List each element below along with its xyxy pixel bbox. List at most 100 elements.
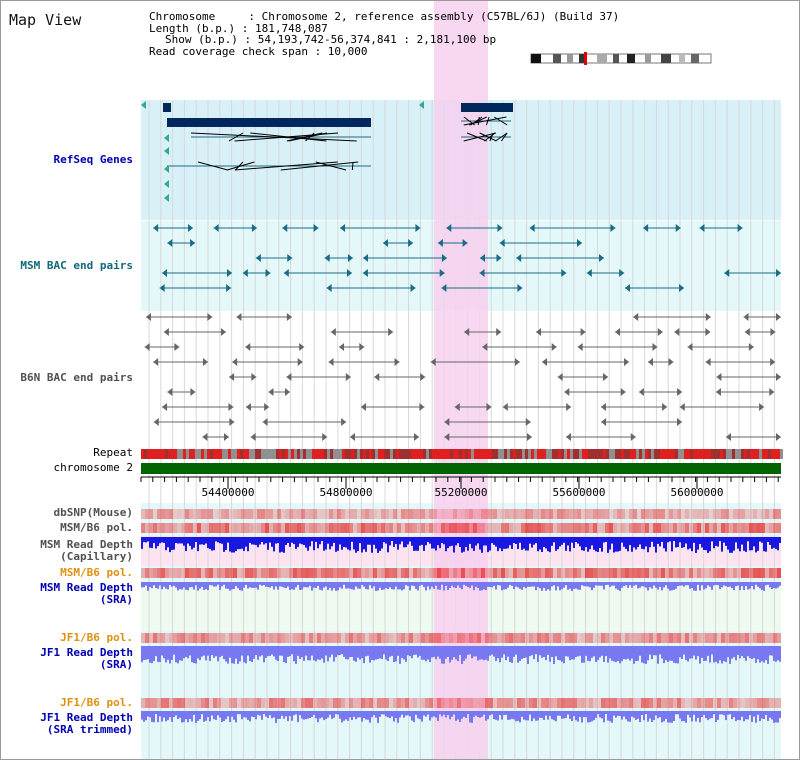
polymorphism-cell [725, 633, 729, 643]
read-depth-bar [607, 537, 609, 553]
read-depth-bar [423, 537, 425, 551]
read-depth-bar [665, 537, 667, 552]
b6n-bac-pair-end [668, 358, 674, 366]
read-depth-bar [485, 582, 487, 591]
read-depth-bar [163, 711, 165, 718]
track-label-msm-b6-pol-2[interactable]: MSM/B6 pol. [60, 566, 133, 579]
read-depth-bar [461, 711, 463, 719]
polymorphism-cell [261, 633, 265, 643]
read-depth-bar [443, 582, 445, 591]
chromosome-line: Chromosome : Chromosome 2, reference ass… [149, 10, 620, 23]
read-depth-bar [675, 711, 677, 715]
polymorphism-cell [473, 698, 477, 708]
b6n-bac-pair-end [676, 418, 682, 426]
read-depth-bar [297, 537, 299, 547]
msm-bac-pair-end [255, 254, 261, 262]
polymorphism-cell [285, 509, 289, 519]
polymorphism-cell [165, 509, 169, 519]
polymorphism-cell [249, 509, 253, 519]
polymorphism-cell [157, 698, 161, 708]
read-depth-bar [617, 711, 619, 716]
repeat-segment [669, 449, 672, 459]
polymorphism-cell [185, 568, 189, 578]
read-depth-bar [575, 711, 577, 721]
read-depth-bar [183, 711, 185, 722]
polymorphism-cell [165, 698, 169, 708]
track-label-msm-b6-pol-1[interactable]: MSM/B6 pol. [60, 521, 133, 534]
read-depth-bar [663, 711, 665, 722]
polymorphism-cell [197, 698, 201, 708]
read-depth-bar [297, 711, 299, 723]
polymorphism-cell [593, 568, 597, 578]
polymorphism-cell [777, 698, 781, 708]
track-label-jf1-b6-pol-2[interactable]: JF1/B6 pol. [60, 696, 133, 709]
read-depth-bar [719, 646, 721, 661]
b6n-bac-pair-end [743, 313, 749, 321]
read-depth-bar [473, 646, 475, 657]
track-label-jf1-read-depth-trimmed[interactable]: JF1 Read Depth (SRA trimmed) [40, 711, 133, 736]
track-label-chromosome[interactable]: chromosome 2 [53, 461, 133, 474]
track-label-msm-bac-end-pairs[interactable]: MSM BAC end pairs [20, 259, 133, 272]
read-depth-bar [599, 582, 601, 586]
read-depth-bar [645, 537, 647, 547]
read-depth-bar [559, 646, 561, 661]
repeat-segment [390, 449, 393, 459]
b6n-bac-pair-end [580, 328, 586, 336]
read-depth-bar [635, 582, 637, 585]
read-depth-bar [541, 537, 543, 552]
read-depth-bar [627, 537, 629, 552]
b6n-bac-pair-end [464, 328, 470, 336]
read-depth-bar [671, 646, 673, 661]
track-label-msm-read-depth-sra[interactable]: MSM Read Depth (SRA) [40, 581, 133, 606]
read-depth-bar [687, 582, 689, 586]
read-depth-bar [325, 537, 327, 550]
read-depth-bar [393, 646, 395, 662]
polymorphism-cell [549, 523, 553, 533]
read-depth-bar [199, 646, 201, 661]
track-label-refseq-genes[interactable]: RefSeq Genes [53, 153, 133, 166]
read-depth-bar [459, 537, 461, 547]
polymorphism-cell [169, 509, 173, 519]
track-label-msm-read-depth-capillary[interactable]: MSM Read Depth (Capillary) [40, 538, 133, 563]
repeat-segment [729, 449, 732, 459]
polymorphism-cell [421, 698, 425, 708]
track-label-b6n-bac-end-pairs[interactable]: B6N BAC end pairs [20, 371, 133, 384]
read-depth-bar [551, 537, 553, 546]
track-label-repeat[interactable]: Repeat [93, 446, 133, 459]
polymorphism-cell [217, 509, 221, 519]
repeat-segment [207, 449, 210, 459]
read-depth-bar [493, 582, 495, 586]
polymorphism-cell [497, 633, 501, 643]
b6n-bac-pair-end [564, 388, 570, 396]
polymorphism-cell [729, 633, 733, 643]
polymorphism-cell [621, 633, 625, 643]
read-depth-bar [407, 711, 409, 716]
read-depth-bar [331, 711, 333, 719]
polymorphism-cell [301, 633, 305, 643]
repeat-segment [378, 449, 381, 459]
track-label-jf1-b6-pol-1[interactable]: JF1/B6 pol. [60, 631, 133, 644]
read-depth-bar [603, 646, 605, 662]
read-depth-bar [489, 582, 491, 587]
polymorphism-cell [733, 523, 737, 533]
b6n-bac-pair-end [776, 313, 781, 321]
read-depth-bar [397, 646, 399, 656]
b6n-bac-pair-end [776, 433, 781, 441]
polymorphism-cell [537, 698, 541, 708]
read-depth-bar [489, 711, 491, 716]
read-depth-bar [153, 537, 155, 544]
track-label-dbsnp[interactable]: dbSNP(Mouse) [53, 506, 133, 519]
read-depth-bar [173, 582, 175, 586]
repeat-segment [615, 449, 618, 459]
b6n-bac-pair-end [557, 373, 563, 381]
read-depth-bar [447, 646, 449, 657]
polymorphism-cell [445, 698, 449, 708]
read-depth-bar [707, 711, 709, 721]
polymorphism-cell [165, 633, 169, 643]
track-label-jf1-read-depth-sra[interactable]: JF1 Read Depth (SRA) [40, 646, 133, 671]
read-depth-bar [155, 582, 157, 588]
polymorphism-cell [485, 509, 489, 519]
read-depth-bar [263, 537, 265, 545]
polymorphism-cell [177, 509, 181, 519]
